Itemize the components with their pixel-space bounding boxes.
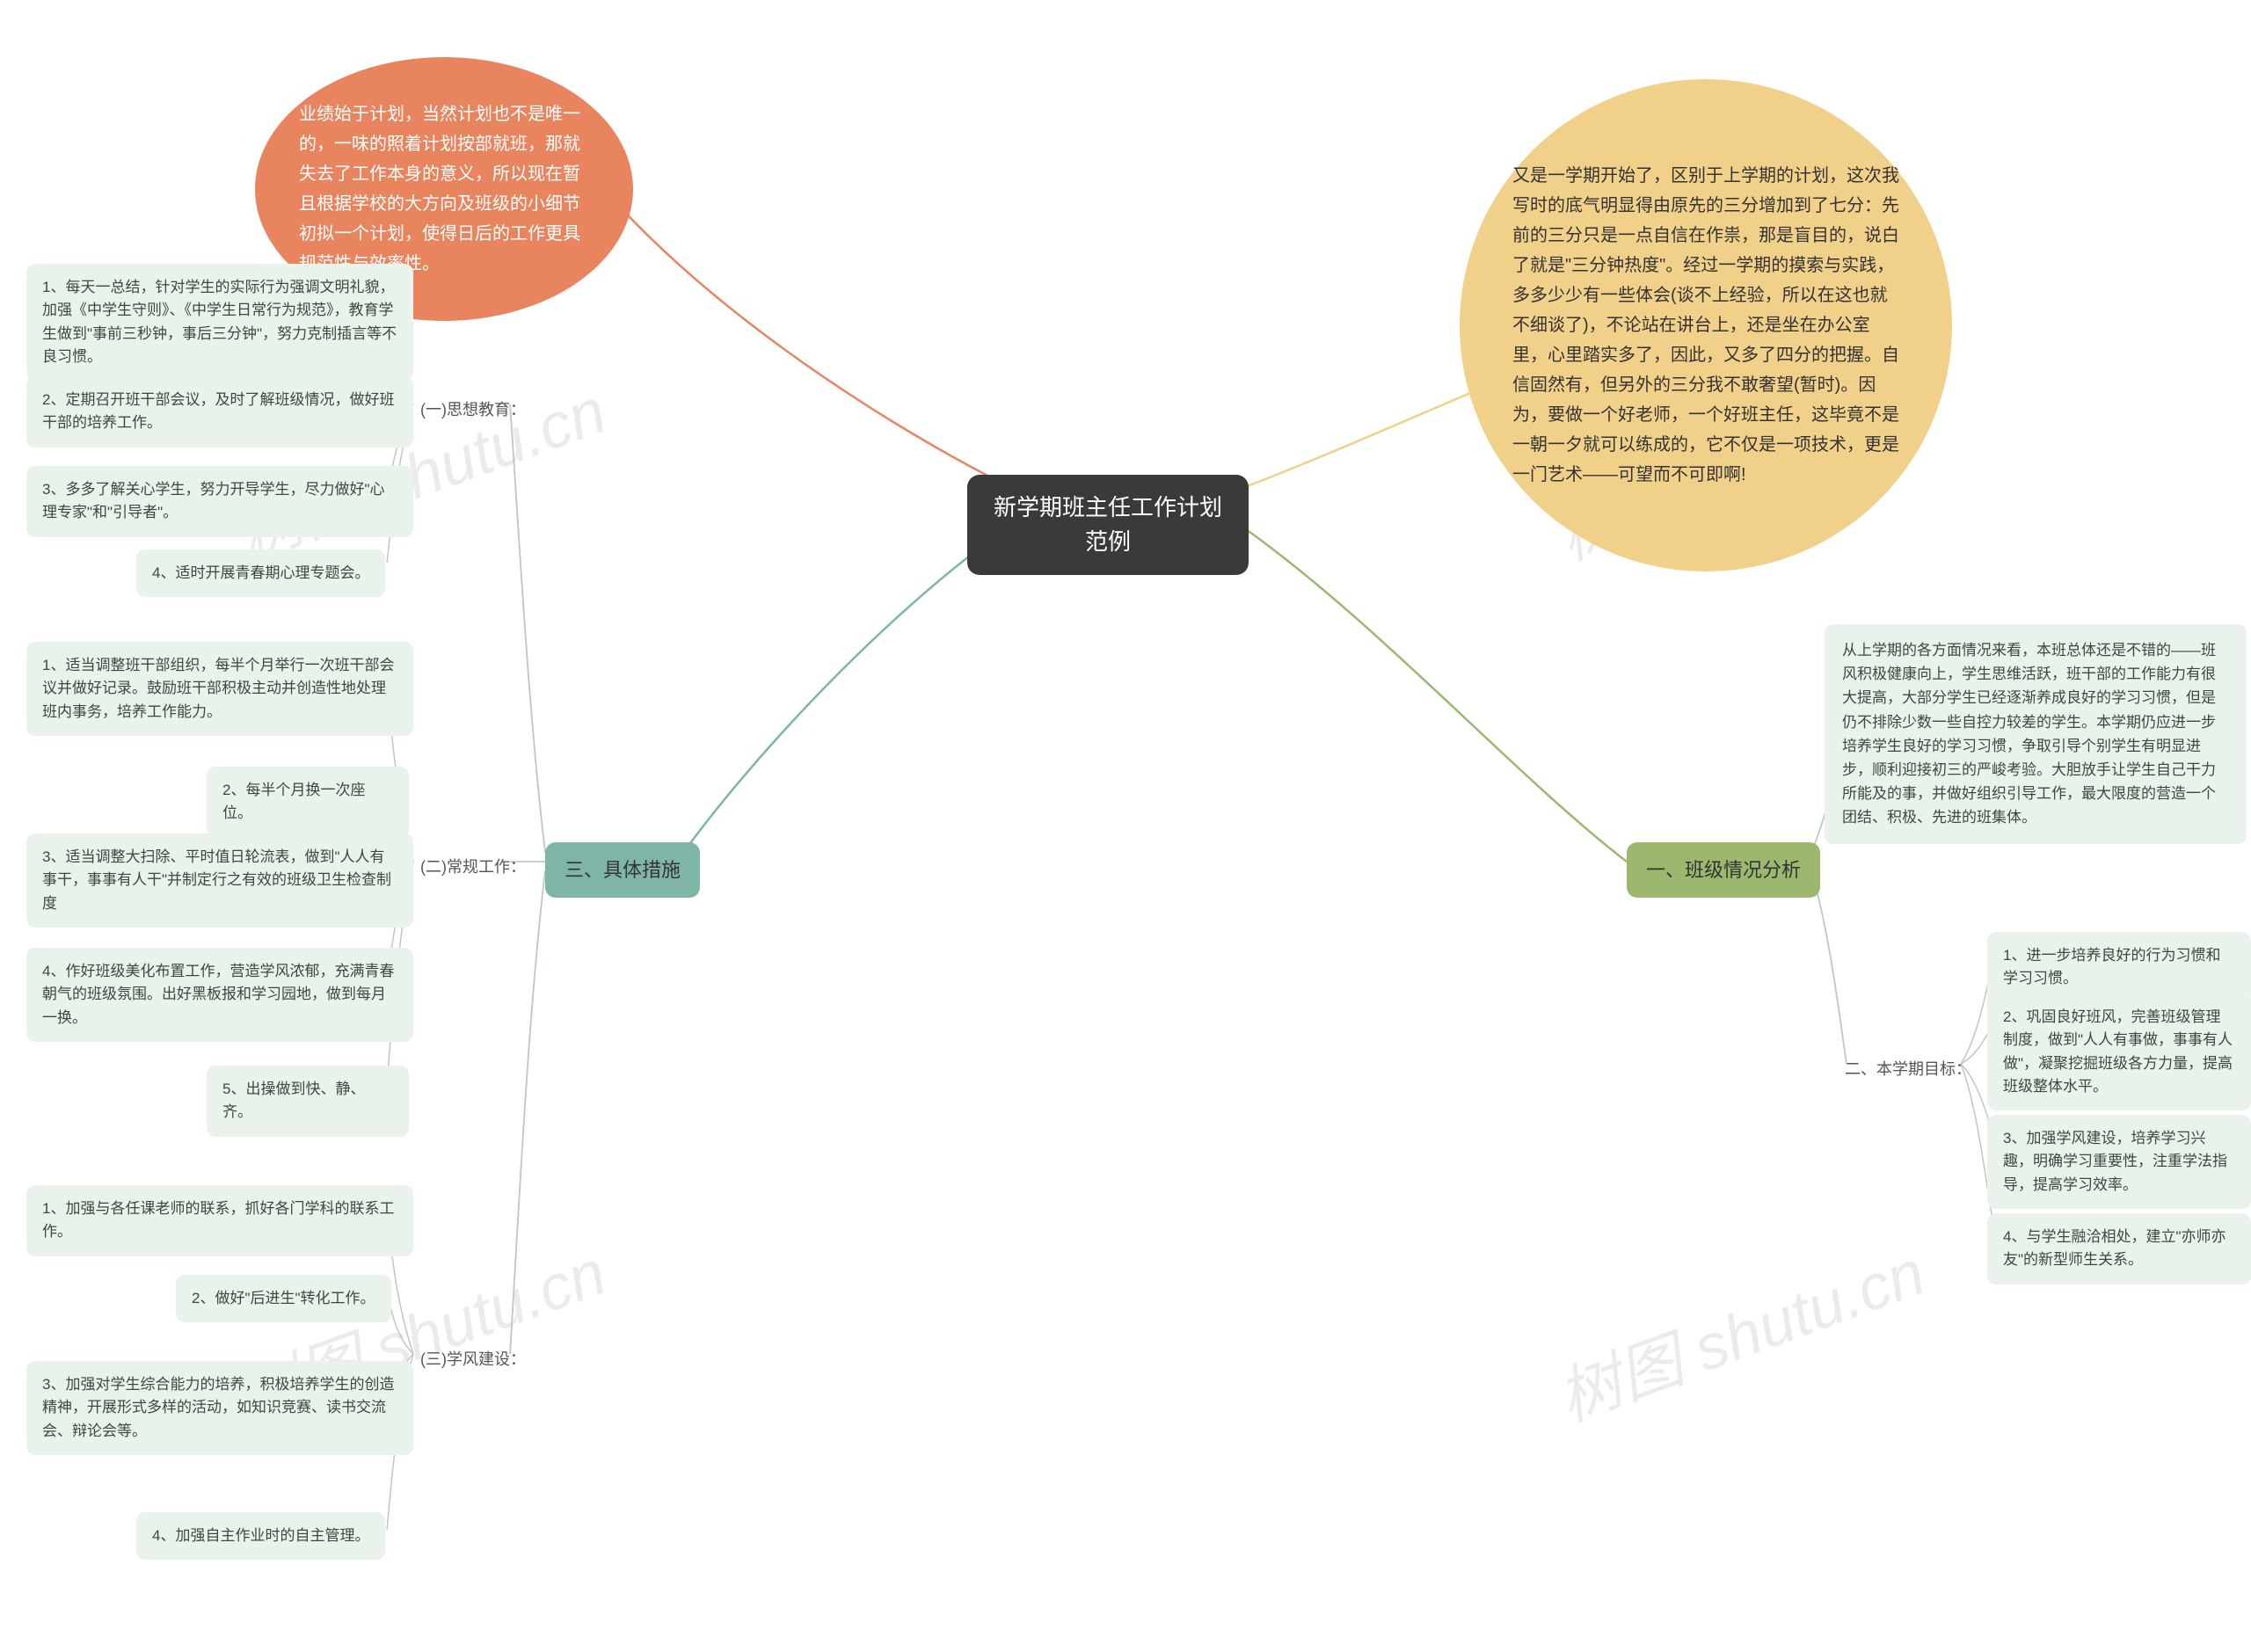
bubble-yellow: 又是一学期开始了，区别于上学期的计划，这次我写时的底气明显得由原先的三分增加到了… — [1460, 79, 1952, 571]
leaf-g2-5: 5、出操做到快、静、齐。 — [207, 1066, 409, 1137]
leaf-g3-1: 1、加强与各任课老师的联系，抓好各门学科的联系工作。 — [26, 1185, 413, 1256]
leaf-goal-4: 4、与学生融洽相处，建立"亦师亦友"的新型师生关系。 — [1987, 1213, 2251, 1284]
leaf-goal-3: 3、加强学风建设，培养学习兴趣，明确学习重要性，注重学法指导，提高学习效率。 — [1987, 1115, 2251, 1209]
group-3-label: (三)学风建设： — [413, 1343, 533, 1376]
leaf-g3-3: 3、加强对学生综合能力的培养，积极培养学生的创造精神，开展形式多样的活动，如知识… — [26, 1361, 413, 1455]
branch-1: 一、班级情况分析 — [1627, 842, 1820, 898]
branch-1-sub-label: 二、本学期目标： — [1838, 1053, 1978, 1086]
leaf-goal-2: 2、巩固良好班风，完善班级管理制度，做到"人人有事做，事事有人做"，凝聚挖掘班级… — [1987, 993, 2251, 1110]
leaf-g2-1: 1、适当调整班干部组织，每半个月举行一次班干部会议并做好记录。鼓励班干部积极主动… — [26, 642, 413, 736]
bubble-yellow-text: 又是一学期开始了，区别于上学期的计划，这次我写时的底气明显得由原先的三分增加到了… — [1512, 161, 1899, 490]
branch-3: 三、具体措施 — [545, 842, 700, 898]
bubble-orange-text: 业绩始于计划，当然计划也不是唯一的，一味的照着计划按部就班，那就失去了工作本身的… — [299, 99, 589, 279]
leaf-g2-3: 3、适当调整大扫除、平时值日轮流表，做到"人人有事干，事事有人干"并制定行之有效… — [26, 833, 413, 928]
group-1-label: (一)思想教育： — [413, 394, 533, 426]
leaf-g1-2: 2、定期召开班干部会议，及时了解班级情况，做好班干部的培养工作。 — [26, 376, 413, 448]
leaf-g2-2: 2、每半个月换一次座位。 — [207, 767, 409, 838]
leaf-g1-3: 3、多多了解关心学生，努力开导学生，尽力做好"心理专家"和"引导者"。 — [26, 466, 413, 537]
branch-1-intro: 从上学期的各方面情况来看，本班总体还是不错的——班风积极健康向上，学生思维活跃，… — [1825, 624, 2247, 844]
leaf-g2-4: 4、作好班级美化布置工作，营造学风浓郁，充满青春朝气的班级氛围。出好黑板报和学习… — [26, 948, 413, 1042]
leaf-goal-1: 1、进一步培养良好的行为习惯和学习习惯。 — [1987, 932, 2251, 1003]
group-2-label: (二)常规工作： — [413, 851, 533, 884]
leaf-g3-4: 4、加强自主作业时的自主管理。 — [136, 1512, 385, 1560]
leaf-g3-2: 2、做好"后进生"转化工作。 — [176, 1275, 391, 1322]
central-node: 新学期班主任工作计划范例 — [967, 475, 1249, 575]
leaf-g1-1: 1、每天一总结，针对学生的实际行为强调文明礼貌，加强《中学生守则》、《中学生日常… — [26, 264, 413, 381]
watermark: 树图 shutu.cn — [1543, 1221, 1935, 1439]
leaf-g1-4: 4、适时开展青春期心理专题会。 — [136, 549, 385, 597]
